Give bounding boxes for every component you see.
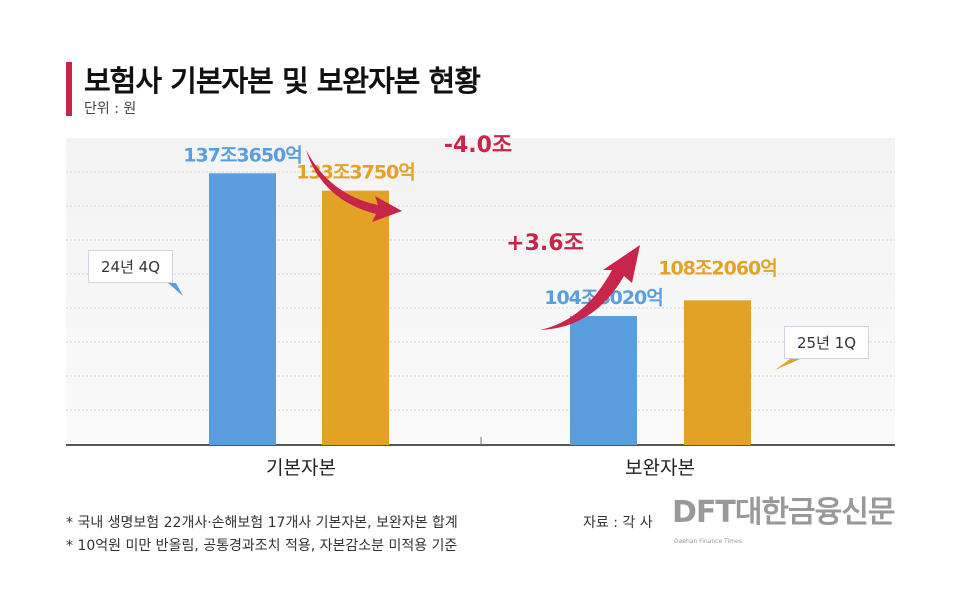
unit-label: 단위 : 원 (84, 101, 137, 117)
bar (570, 316, 637, 445)
chart-title: 보험사 기본자본 및 보완자본 현황 (84, 64, 481, 98)
bar (684, 300, 751, 445)
bar (209, 173, 276, 445)
callout-tail (168, 283, 183, 296)
legend-callout-25-1q: 25년 1Q (784, 326, 870, 359)
category-label: 기본자본 (266, 457, 336, 479)
callout-tail (775, 359, 800, 370)
title-accent-bar (66, 62, 72, 116)
up-arrow-icon (540, 245, 640, 330)
plot-background (66, 138, 895, 445)
footnote-1: * 국내 생명보험 22개사·손해보험 17개사 기본자본, 보완자본 합계 (66, 515, 458, 531)
change-label: -4.0조 (444, 133, 512, 158)
legend-callout-24-4q: 24년 4Q (88, 250, 174, 283)
data-label: 108조2060억 (658, 257, 777, 279)
bar (322, 190, 389, 445)
down-arrow-icon (306, 150, 402, 222)
footnote-2: * 10억원 미만 반올림, 공통경과조치 적용, 자본감소분 미적용 기준 (66, 538, 458, 554)
data-label: 137조3650억 (183, 144, 302, 166)
category-label: 보완자본 (625, 457, 695, 479)
logo: DFT대한금융신문 (672, 495, 895, 530)
change-label: +3.6조 (506, 231, 584, 256)
source-label: 자료 : 각 사 (583, 515, 653, 531)
logo-subtitle: Daehan Finance Times (674, 538, 742, 545)
